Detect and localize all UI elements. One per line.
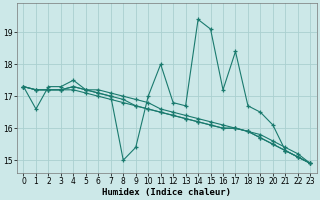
X-axis label: Humidex (Indice chaleur): Humidex (Indice chaleur) — [102, 188, 231, 197]
